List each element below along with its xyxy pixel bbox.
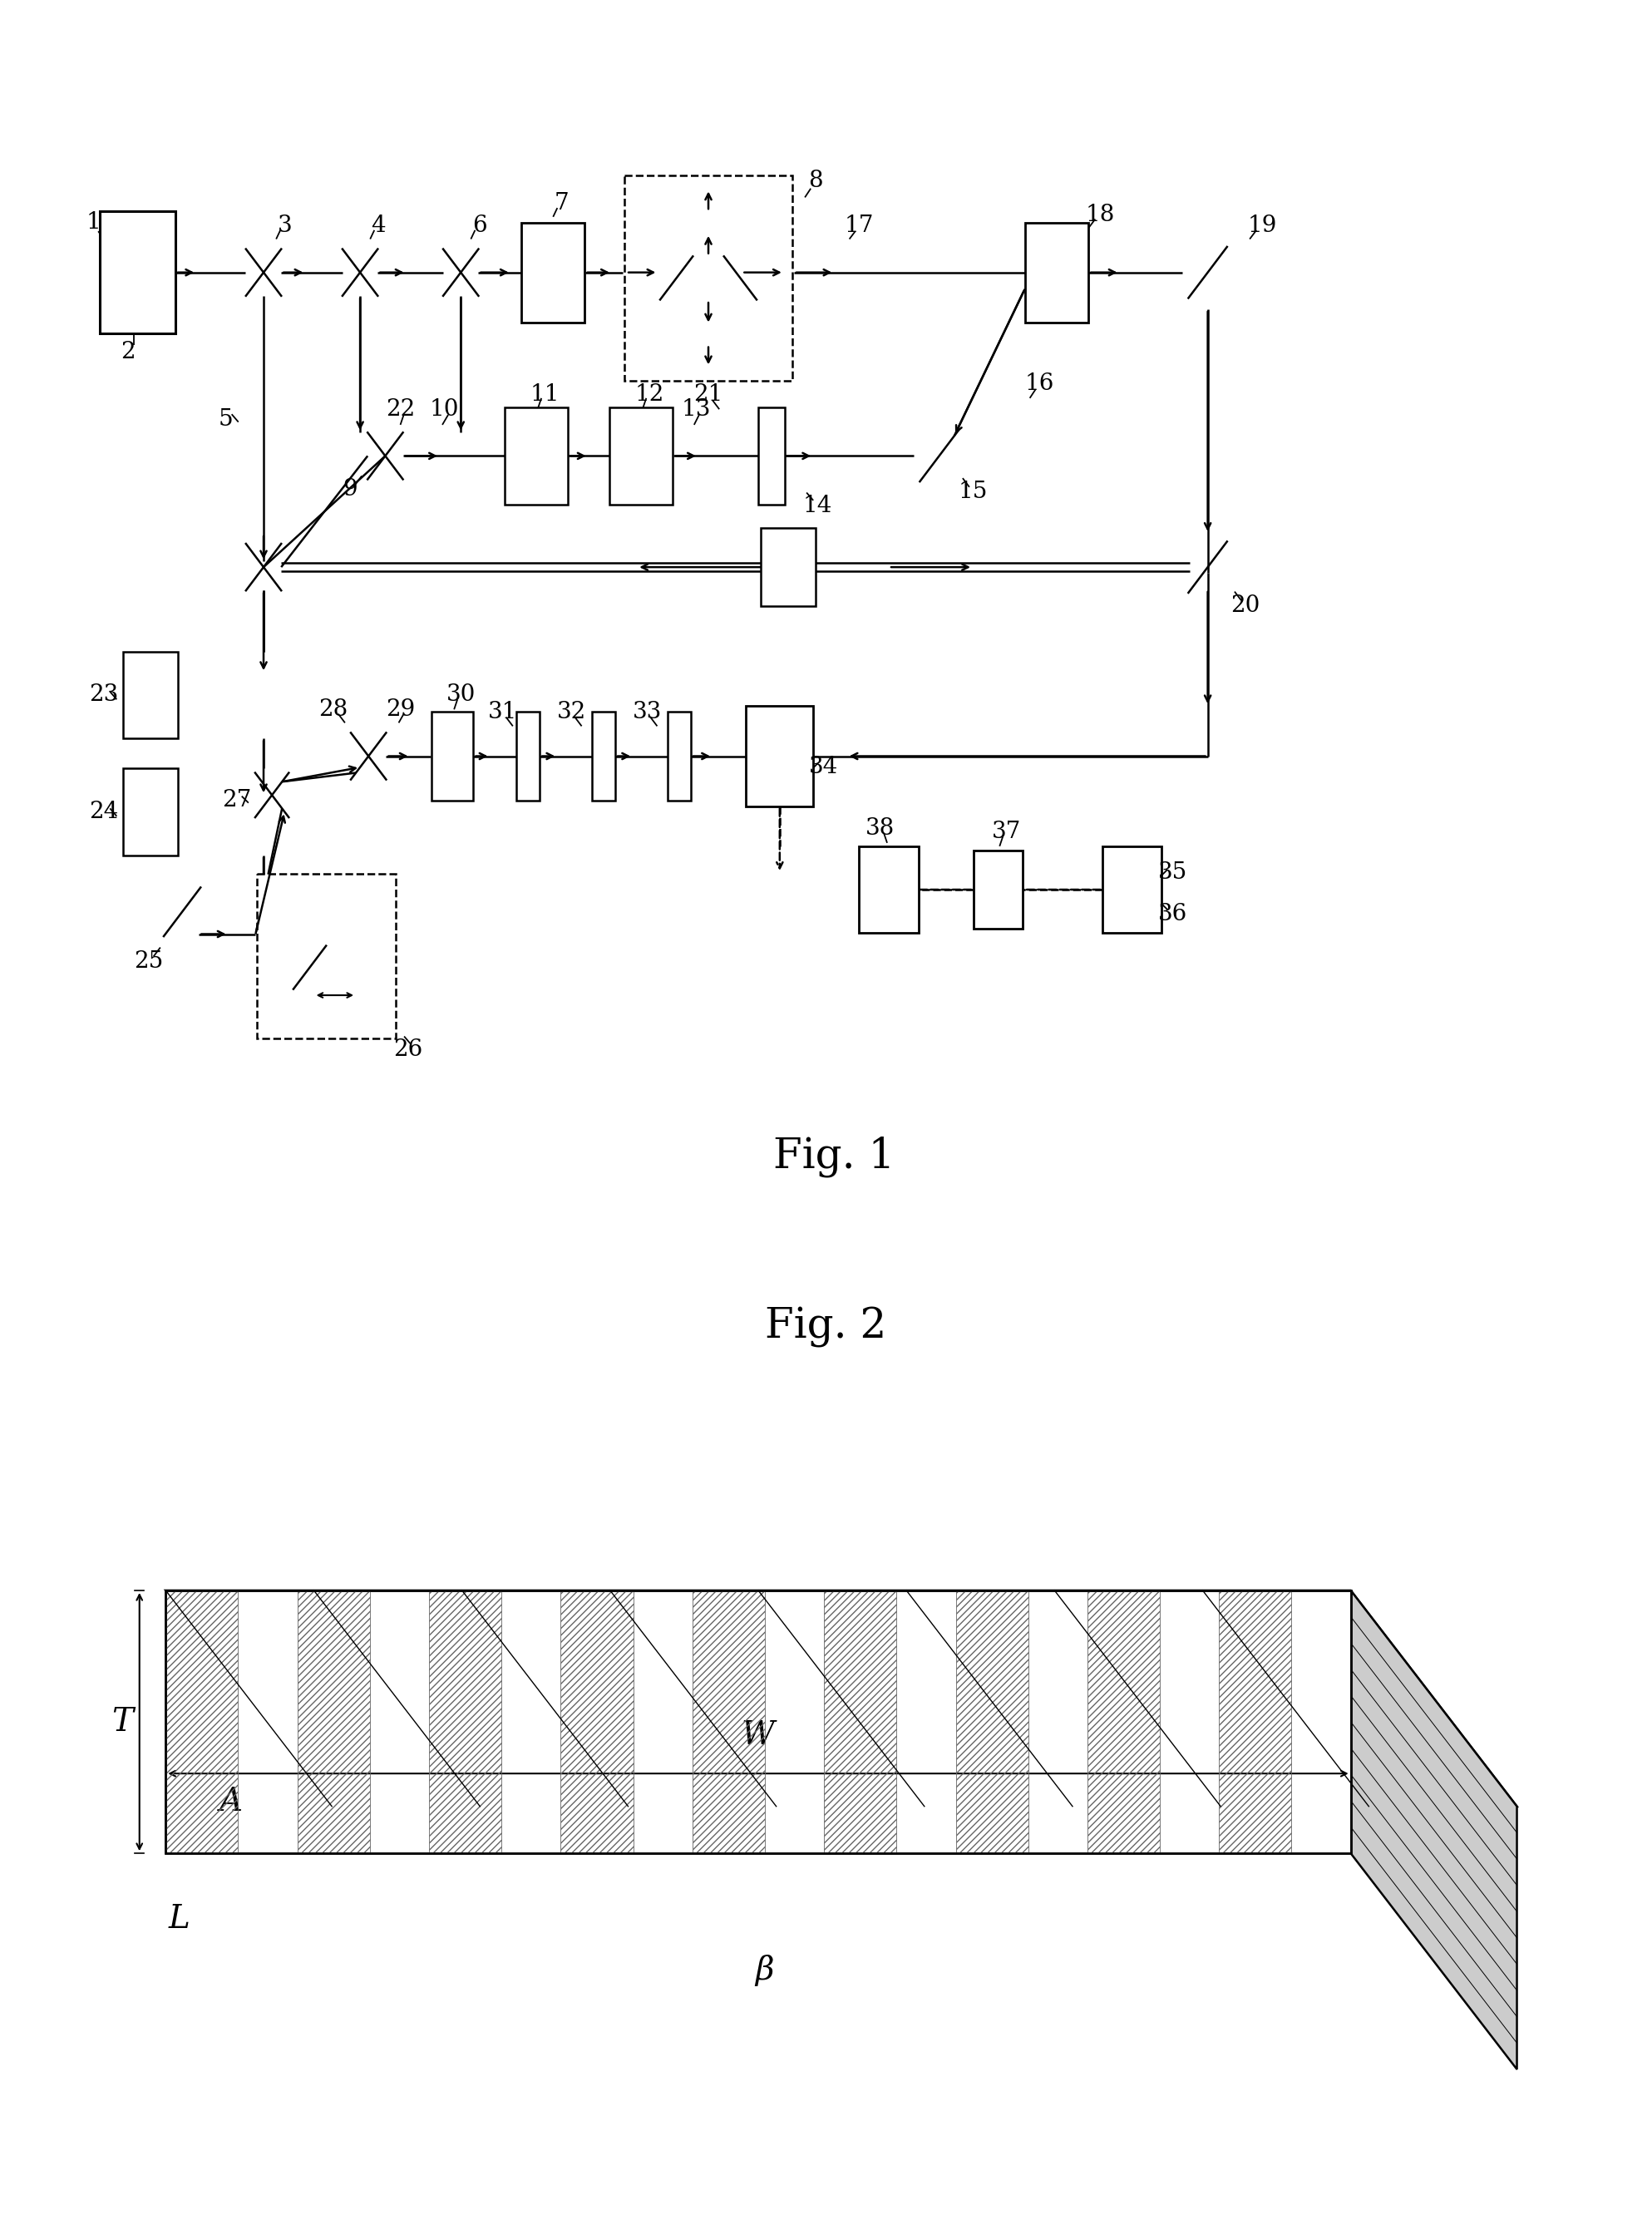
Text: 35: 35	[1158, 861, 1188, 885]
Text: 16: 16	[1026, 371, 1054, 396]
Text: 33: 33	[633, 701, 662, 723]
Text: 7: 7	[553, 191, 568, 216]
Text: 17: 17	[844, 214, 874, 238]
Text: 23: 23	[89, 683, 119, 707]
Text: Fig. 1: Fig. 1	[773, 1136, 895, 1176]
Text: 31: 31	[487, 701, 517, 723]
Text: 5: 5	[218, 409, 233, 431]
Bar	[758, 407, 785, 505]
Bar	[747, 707, 813, 807]
Bar	[258, 874, 396, 1039]
Text: β: β	[755, 1955, 775, 1986]
Bar	[122, 770, 177, 856]
Bar	[859, 847, 919, 934]
Text: 8: 8	[808, 169, 823, 191]
Text: 4: 4	[372, 214, 387, 238]
Text: Fig. 2: Fig. 2	[765, 1308, 887, 1348]
Text: 30: 30	[446, 683, 476, 707]
Text: W: W	[742, 1721, 775, 1750]
Polygon shape	[1351, 1590, 1517, 2068]
Text: 21: 21	[694, 383, 724, 407]
Text: 11: 11	[530, 383, 560, 407]
Bar	[506, 407, 568, 505]
Polygon shape	[165, 1590, 1517, 1806]
Text: 25: 25	[134, 950, 164, 974]
Bar	[762, 529, 816, 607]
Text: 13: 13	[681, 398, 710, 420]
Text: 12: 12	[634, 383, 664, 407]
Bar	[973, 852, 1023, 930]
Text: 32: 32	[557, 701, 586, 723]
Bar	[1104, 847, 1161, 934]
Bar	[667, 712, 691, 801]
Text: 28: 28	[319, 698, 349, 721]
Text: 37: 37	[991, 821, 1021, 843]
Text: 34: 34	[809, 756, 838, 778]
Text: L: L	[169, 1904, 190, 1935]
Bar	[624, 176, 793, 380]
Text: 27: 27	[221, 790, 251, 812]
Text: 36: 36	[1158, 903, 1188, 925]
Bar	[1026, 222, 1089, 322]
Bar	[122, 652, 177, 738]
Text: 38: 38	[866, 816, 895, 841]
Text: 18: 18	[1085, 202, 1115, 227]
Bar	[431, 712, 474, 801]
Text: 9: 9	[342, 478, 357, 500]
Text: 20: 20	[1231, 594, 1260, 618]
Text: 3: 3	[278, 214, 292, 238]
Bar	[591, 712, 615, 801]
Bar	[610, 407, 672, 505]
Text: 15: 15	[958, 480, 988, 503]
Bar	[522, 222, 585, 322]
Text: 22: 22	[385, 398, 415, 420]
Text: 2: 2	[121, 340, 135, 365]
Bar	[99, 211, 175, 334]
Text: 6: 6	[472, 214, 487, 238]
Text: 10: 10	[430, 398, 459, 420]
Text: T: T	[111, 1706, 132, 1737]
Text: 26: 26	[393, 1039, 423, 1061]
Polygon shape	[165, 1590, 1351, 1853]
Text: 14: 14	[803, 494, 833, 518]
Text: 19: 19	[1247, 214, 1277, 238]
Text: 24: 24	[89, 801, 119, 823]
Text: 1: 1	[86, 211, 101, 234]
Text: 29: 29	[385, 698, 415, 721]
Bar	[515, 712, 540, 801]
Text: A: A	[220, 1786, 243, 1817]
